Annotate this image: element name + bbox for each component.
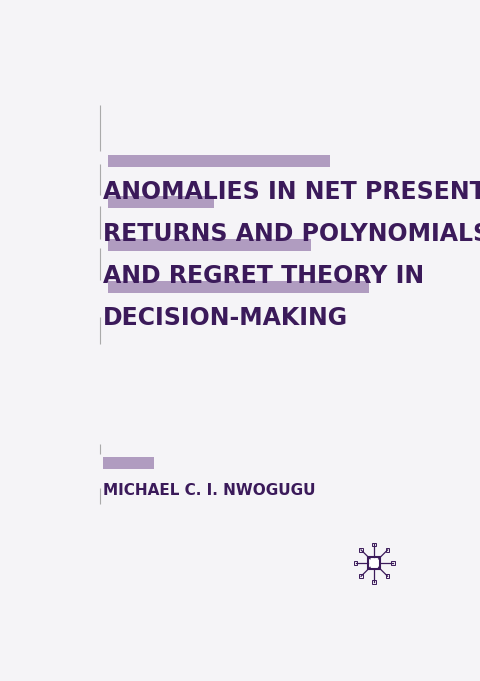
- Bar: [354, 561, 358, 565]
- Bar: [368, 557, 380, 569]
- Text: ANOMALIES IN NET PRESENT VALUE,: ANOMALIES IN NET PRESENT VALUE,: [103, 180, 480, 204]
- Text: DECISION-MAKING: DECISION-MAKING: [103, 306, 348, 330]
- Bar: [359, 548, 363, 552]
- Bar: [391, 561, 395, 565]
- Bar: [372, 580, 376, 584]
- Text: MICHAEL C. I. NWOGUGU: MICHAEL C. I. NWOGUGU: [103, 483, 315, 498]
- Text: AND REGRET THEORY IN: AND REGRET THEORY IN: [103, 264, 424, 288]
- Bar: [359, 574, 363, 578]
- Bar: [386, 548, 389, 552]
- Bar: [108, 239, 311, 251]
- Bar: [108, 196, 215, 208]
- Bar: [386, 574, 389, 578]
- Text: RETURNS AND POLYNOMIALS,: RETURNS AND POLYNOMIALS,: [103, 222, 480, 246]
- Bar: [108, 281, 369, 293]
- Bar: [372, 543, 376, 546]
- Bar: [108, 155, 330, 167]
- Bar: [103, 457, 154, 469]
